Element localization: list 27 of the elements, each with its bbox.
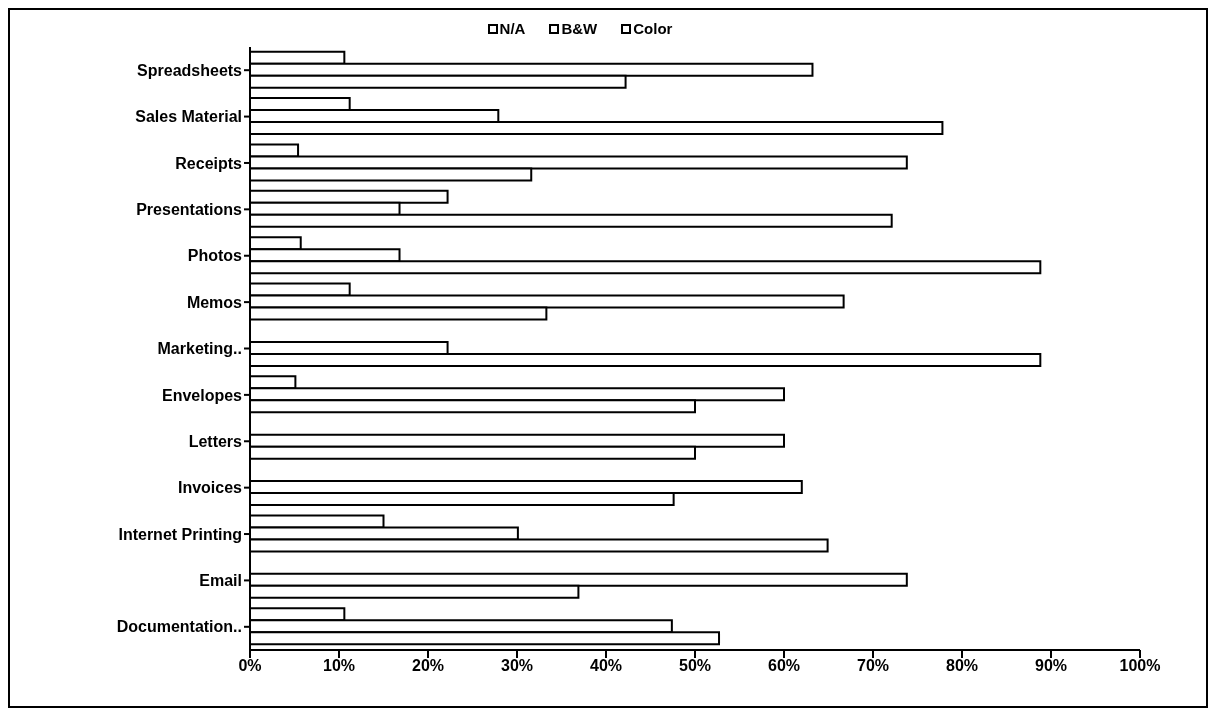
x-tick-label: 50% (678, 657, 712, 675)
y-tick-label: Marketing.. (157, 340, 242, 358)
y-tick-label: Sales Material (135, 108, 242, 126)
y-tick-label: Receipts (175, 154, 243, 172)
y-tick-label: Letters (188, 432, 243, 450)
y-tick-label: Spreadsheets (137, 61, 243, 79)
x-tick-label: 60% (767, 657, 801, 675)
y-tick-label: Email (199, 572, 242, 590)
x-tick-label: 90% (1034, 657, 1068, 675)
y-tick-label: Documentation.. (116, 618, 242, 636)
x-tick-label: 40% (589, 657, 623, 675)
y-tick-label: Envelopes (161, 386, 243, 404)
x-tick-label: 20% (411, 657, 445, 675)
x-tick-label: 30% (500, 657, 534, 675)
y-tick-label: Internet Printing (118, 525, 242, 543)
y-tick-label: Invoices (177, 479, 243, 497)
y-tick-label: Photos (187, 247, 243, 265)
legend-label: Color (633, 20, 673, 37)
x-tick-label: 80% (945, 657, 979, 675)
legend-label: B&W (561, 20, 598, 37)
y-tick-label: Presentations (136, 201, 243, 219)
y-tick-label: Memos (186, 293, 243, 311)
x-tick-label: 0% (238, 657, 262, 675)
x-tick-label: 70% (856, 657, 890, 675)
legend-label: N/A (499, 20, 526, 37)
x-tick-label: 10% (322, 657, 356, 675)
x-tick-label: 100% (1119, 657, 1161, 675)
